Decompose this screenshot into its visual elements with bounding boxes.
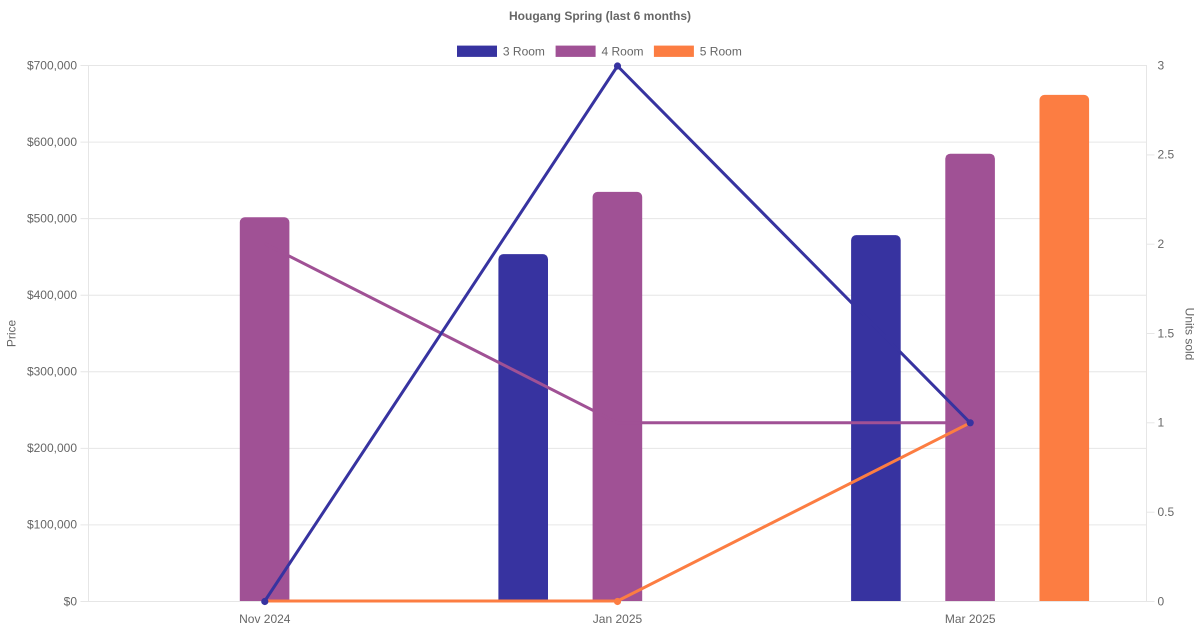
svg-text:$500,000: $500,000	[27, 211, 77, 225]
svg-text:Jan 2025: Jan 2025	[593, 612, 643, 626]
svg-text:$400,000: $400,000	[27, 288, 77, 302]
svg-text:5 Room: 5 Room	[700, 45, 742, 59]
svg-text:$200,000: $200,000	[27, 441, 77, 455]
svg-text:0.5: 0.5	[1158, 505, 1175, 519]
svg-text:Mar 2025: Mar 2025	[945, 612, 996, 626]
svg-text:$300,000: $300,000	[27, 365, 77, 379]
svg-text:$0: $0	[64, 594, 78, 608]
svg-text:2.5: 2.5	[1158, 148, 1175, 162]
svg-text:2: 2	[1158, 237, 1165, 251]
svg-text:0: 0	[1158, 594, 1165, 608]
svg-text:Hougang Spring (last 6 months): Hougang Spring (last 6 months)	[509, 9, 691, 23]
svg-text:4 Room: 4 Room	[602, 45, 644, 59]
svg-text:3: 3	[1158, 58, 1165, 72]
svg-text:Nov 2024: Nov 2024	[239, 612, 291, 626]
svg-text:$600,000: $600,000	[27, 135, 77, 149]
svg-text:$700,000: $700,000	[27, 58, 77, 72]
svg-text:Price: Price	[5, 320, 19, 348]
svg-text:Units sold: Units sold	[1182, 308, 1196, 361]
svg-text:$100,000: $100,000	[27, 518, 77, 532]
svg-text:1: 1	[1158, 416, 1165, 430]
svg-text:1.5: 1.5	[1158, 326, 1175, 340]
svg-text:3 Room: 3 Room	[503, 45, 545, 59]
